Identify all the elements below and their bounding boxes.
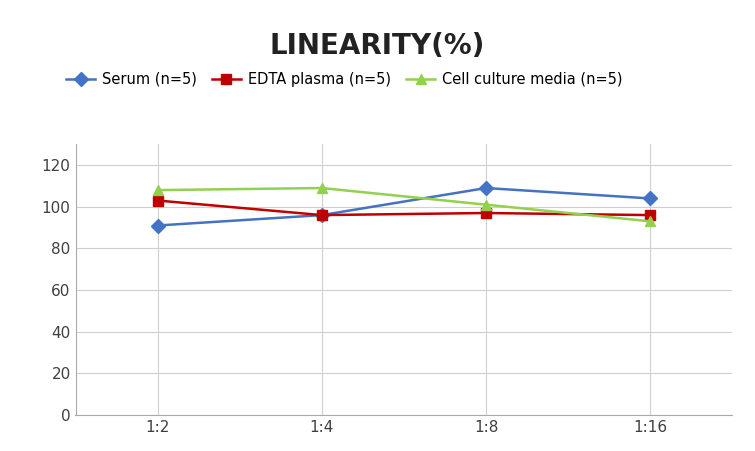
EDTA plasma (n=5) xyxy=(482,210,491,216)
Serum (n=5) xyxy=(646,196,655,201)
Cell culture media (n=5) xyxy=(317,185,326,191)
EDTA plasma (n=5) xyxy=(153,198,162,203)
EDTA plasma (n=5) xyxy=(317,212,326,218)
Serum (n=5) xyxy=(482,185,491,191)
Line: EDTA plasma (n=5): EDTA plasma (n=5) xyxy=(153,196,655,220)
Cell culture media (n=5) xyxy=(482,202,491,207)
EDTA plasma (n=5) xyxy=(646,212,655,218)
Legend: Serum (n=5), EDTA plasma (n=5), Cell culture media (n=5): Serum (n=5), EDTA plasma (n=5), Cell cul… xyxy=(60,66,629,92)
Serum (n=5) xyxy=(317,212,326,218)
Line: Serum (n=5): Serum (n=5) xyxy=(153,183,655,230)
Text: LINEARITY(%): LINEARITY(%) xyxy=(270,32,485,60)
Cell culture media (n=5) xyxy=(646,219,655,224)
Cell culture media (n=5) xyxy=(153,188,162,193)
Line: Cell culture media (n=5): Cell culture media (n=5) xyxy=(153,183,655,226)
Serum (n=5) xyxy=(153,223,162,228)
